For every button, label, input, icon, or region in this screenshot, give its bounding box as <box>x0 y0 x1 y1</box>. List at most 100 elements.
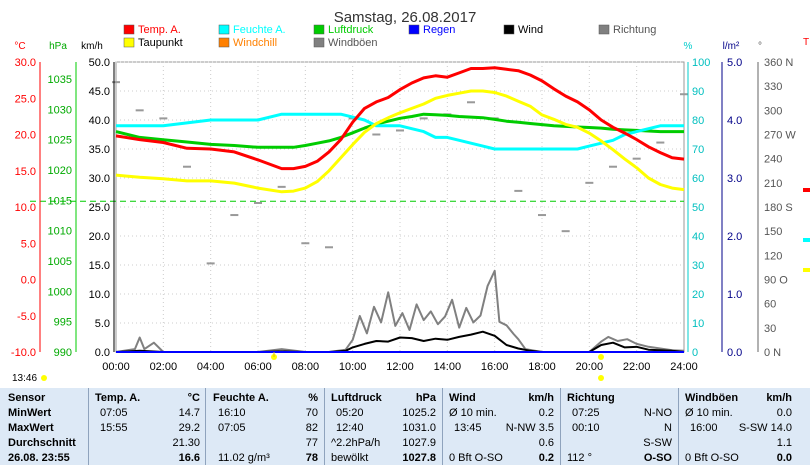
gust-header: Windböen <box>685 392 739 404</box>
temp-max-time: 15:55 <box>100 422 128 434</box>
humidity-max-value: 82 <box>305 422 318 434</box>
y-tick-label-temp: -5.0 <box>17 311 36 323</box>
temp-current-value: 16.6 <box>178 452 200 464</box>
row-label-max: MaxWert <box>8 422 54 434</box>
gust-unit: km/h <box>766 392 792 404</box>
sunset-marker <box>598 354 604 360</box>
pressure-trend: ^2.2hPa/h <box>331 437 381 449</box>
y-tick-label-rain: 1.0 <box>727 289 742 301</box>
axis-header-dir: ° <box>758 41 762 52</box>
wind-unit: km/h <box>528 392 554 404</box>
gust-max-value: S-SW 14.0 <box>738 422 792 434</box>
x-tick-label: 22:00 <box>623 361 651 373</box>
y-tick-label-kmh: 35.0 <box>89 144 110 156</box>
y-tick-label-kmh: 30.0 <box>89 173 110 185</box>
wind-header: Wind <box>449 392 476 404</box>
x-tick-label: 18:00 <box>528 361 556 373</box>
y-tick-label-dir: 60 <box>764 299 776 311</box>
x-tick-label: 08:00 <box>292 361 320 373</box>
pressure-max-value: 1031.0 <box>402 422 436 434</box>
y-tick-label-temp: 10.0 <box>15 202 36 214</box>
table-divider <box>442 388 443 465</box>
x-tick-label: 00:00 <box>102 361 130 373</box>
y-tick-label-hpa: 1005 <box>48 256 72 268</box>
direction-min-time: 07:25 <box>572 407 600 419</box>
y-tick-label-kmh: 40.0 <box>89 115 110 127</box>
axis-header-rain: l/m² <box>723 41 740 52</box>
y-tick-label-dir: 90 O <box>764 275 788 287</box>
y-tick-label-dir: 30 <box>764 323 776 335</box>
legend-swatch <box>408 24 420 35</box>
humidity-abs: 11.02 g/m³ <box>218 452 270 464</box>
direction-point <box>206 262 215 265</box>
y-tick-label-pct: 60 <box>692 173 704 185</box>
right-stub-marker-yellow <box>803 268 810 272</box>
y-tick-label-hpa: 1000 <box>48 286 72 298</box>
y-tick-label-dir: 330 <box>764 81 782 93</box>
direction-point <box>538 214 546 217</box>
humidity-max-time: 07:05 <box>218 422 246 434</box>
humidity-header: Feuchte A. <box>213 392 269 404</box>
legend-label: Taupunkt <box>138 37 183 49</box>
y-tick-label-dir: 360 N <box>764 57 793 69</box>
y-tick-label-kmh: 15.0 <box>89 260 110 272</box>
wind-min-value: 0.2 <box>538 407 554 419</box>
direction-point <box>372 133 381 136</box>
y-tick-label-dir: 300 <box>764 105 782 117</box>
y-tick-label-kmh: 5.0 <box>95 318 110 330</box>
sun-marker-bottom <box>598 375 604 381</box>
y-tick-label-dir: 240 <box>764 154 782 166</box>
y-tick-label-pct: 40 <box>692 231 704 243</box>
direction-point <box>301 242 310 245</box>
y-tick-label-dir: 210 <box>764 178 782 190</box>
y-tick-label-hpa: 1015 <box>48 195 72 207</box>
legend-label: Feuchte A. <box>233 24 286 36</box>
legend-swatch <box>598 24 610 35</box>
pressure-min-time: 05:20 <box>336 407 364 419</box>
gust-max-time: 16:00 <box>690 422 718 434</box>
x-tick-label: 24:00 <box>670 361 698 373</box>
chart-title: Samstag, 26.08.2017 <box>334 9 477 26</box>
x-tick-label: 10:00 <box>339 361 367 373</box>
series-group <box>115 66 685 353</box>
gust-min-value: 0.0 <box>776 407 792 419</box>
y-tick-label-temp: 30.0 <box>15 57 36 69</box>
direction-point <box>632 157 641 160</box>
y-tick-label-temp: 5.0 <box>21 238 36 250</box>
temp-min-value: 14.7 <box>178 407 200 419</box>
wind-current-value: 0.2 <box>538 452 554 464</box>
y-tick-label-temp: 0.0 <box>21 275 36 287</box>
y-tick-label-hpa: 1030 <box>48 104 72 116</box>
y-tick-label-dir: 270 W <box>764 130 796 142</box>
y-tick-label-hpa: 1025 <box>48 135 72 147</box>
legend-label: Windböen <box>328 37 378 49</box>
direction-degrees: 112 ° <box>567 452 592 464</box>
direction-point <box>514 189 523 192</box>
temp-avg-value: 21.30 <box>172 437 200 449</box>
humidity-min-time: 16:10 <box>218 407 246 419</box>
right-stub-marker-cyan <box>803 238 810 242</box>
y-tick-label-pct: 50 <box>692 202 704 214</box>
direction-max-value: N <box>664 422 672 434</box>
pressure-forecast: bewölkt <box>331 452 369 464</box>
wind-min-label: Ø 10 min. <box>449 407 497 419</box>
y-tick-label-pct: 30 <box>692 260 704 272</box>
direction-point <box>230 214 239 217</box>
legend-swatch <box>218 24 230 35</box>
axis-header-pct: % <box>684 41 693 52</box>
table-divider <box>324 388 325 465</box>
temp-max-value: 29.2 <box>178 422 200 434</box>
axis-header-temp: °C <box>14 41 25 52</box>
y-tick-label-kmh: 50.0 <box>89 57 110 69</box>
humidity-min-value: 70 <box>305 407 318 419</box>
y-tick-label-rain: 5.0 <box>727 57 742 69</box>
y-tick-label-rain: 3.0 <box>727 173 742 185</box>
legend-swatch <box>123 37 135 48</box>
gust-current-value: 0.0 <box>776 452 792 464</box>
legend-swatch <box>503 24 515 35</box>
y-tick-label-hpa: 1020 <box>48 165 72 177</box>
stats-table: Sensor MinWert MaxWert Durchschnitt 26.0… <box>0 388 810 465</box>
x-tick-label: 20:00 <box>576 361 604 373</box>
x-tick-label: 02:00 <box>150 361 178 373</box>
sun-marker-left <box>41 375 47 381</box>
